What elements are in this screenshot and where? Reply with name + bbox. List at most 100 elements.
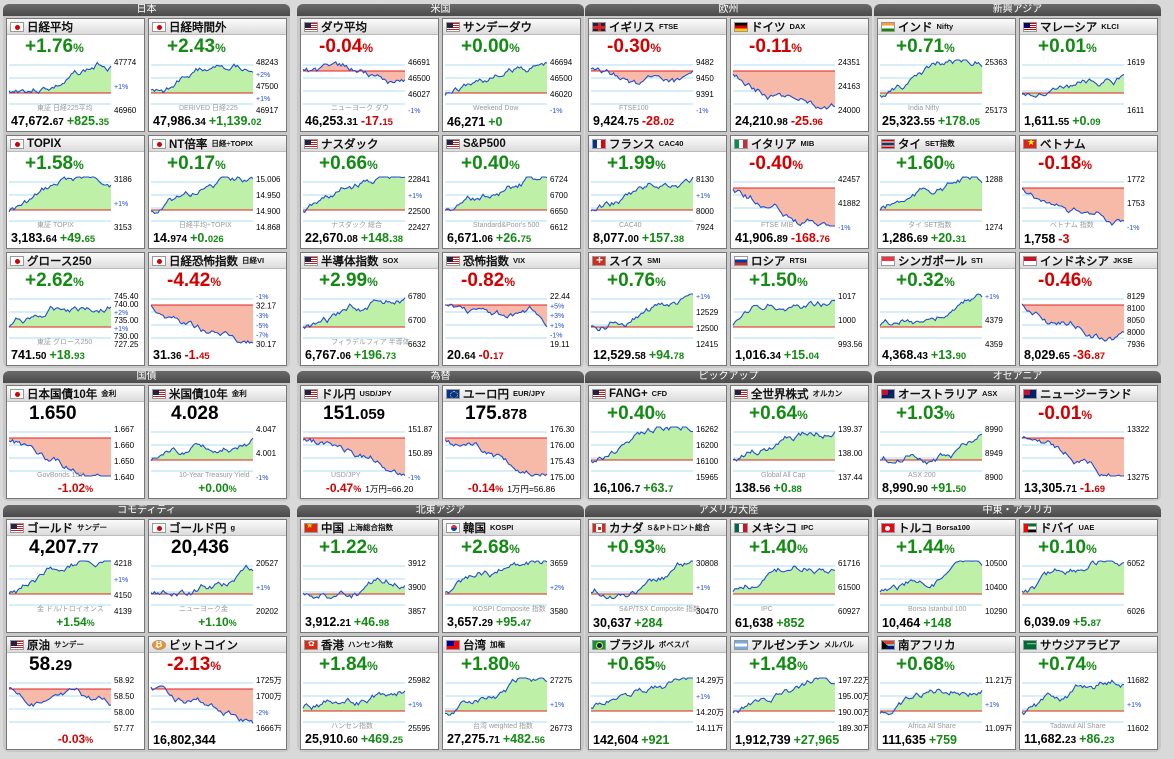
market-card[interactable]: ゴールド円 g 20,436 ニューヨーク金 20527 +1% 20202 +1.10% [148,519,287,633]
market-card[interactable]: 半導体指数 SOX +2.99% フィラデルフィア 半導体 6780 6700 6632 6,… [300,252,439,366]
market-card[interactable]: ナスダック +0.66% ナスダック 総合 22841 +1% 22500 22427 22,… [300,135,439,249]
market-card[interactable]: インドネシア JKSE -0.46% 8129 8100 8050 8000 7936 8,02… [1019,252,1158,366]
market-card[interactable]: オーストラリア ASX +1.03% ASX 200 8990 8949 8900 8,990… [877,385,1016,499]
chart-area [9,438,111,476]
card-subtitle: CFD [651,389,668,398]
current-value: 151.059 [323,403,386,424]
market-card[interactable]: サンデーダウ +0.00% Weekend Dow 46694 46500 46020 -1… [442,18,581,132]
flag-icon [10,255,24,266]
market-card[interactable]: カナダ S＆Pトロント総合 +0.93% S&P/TSX Composite 指数 30… [588,519,727,633]
market-card[interactable]: 原油 サンデー 58.29 58.92 58.50 58.00 57.77 -0.03% [6,636,145,750]
card-title: ドバイ [1040,522,1075,535]
market-card[interactable]: FANG+ CFD +0.40% 16262 16200 16100 15965 16,106… [588,385,727,499]
market-card[interactable]: ドバイ UAE +0.10% 6052 6026 6,039.09 +5.87 [1019,519,1158,633]
chart-area [880,561,982,594]
market-card[interactable]: 韓国 KOSPI +2.68% KOSPI Composite 指数 3659 +2% 35… [442,519,581,633]
change-percent: +2.43% [167,36,226,57]
market-card[interactable]: フランス CAC40 +1.99% CAC40 8130 +1% 8000 7924 8,077… [588,135,727,249]
chart-area [9,687,111,707]
change-amount: +178.05 [937,114,981,128]
market-card[interactable]: スイスSMI+0.76%+1%12529125001241512,529.58+… [588,252,727,366]
price-line [1021,436,1124,477]
price-line [1021,188,1125,226]
market-card[interactable]: TOPIX +1.58% 東証 TOPIX 3186 +1% 3153 3,183.64 +4… [6,135,145,249]
market-card[interactable]: マレーシア KLCI +0.01% 1619 1611 1,611.55 +0.09 [1019,18,1158,132]
market-card[interactable]: 香港ハンセン指数+1.84%ハンセン指数25982+1%2559525,910.… [300,636,439,750]
market-card[interactable]: ニュージーランド -0.01% 13322 13275 13,305.71 -1.69 [1019,385,1158,499]
change-amount: +86.23 [1079,732,1115,746]
market-card[interactable]: 台湾 加権 +1.80% 台湾 weighted 指数 27275 +1% 26773 27,… [442,636,581,750]
market-card[interactable]: ドル円 USD/JPY 151.059 USD/JPY 151.87 150.89 -1% -… [300,385,439,499]
card-title: ブラジル [609,639,655,652]
market-card[interactable]: ロシア RTSI +1.50% 1017 1000 993.56 1,016.34 +15.0… [730,252,869,366]
current-value: 4.028 [171,403,219,424]
price-line-text: 27,275.71 +482.56 [447,732,546,746]
market-card[interactable]: サウジアラビア +0.74% Tadawul All Share 11682 +1% 11… [1019,636,1158,750]
market-card[interactable]: メキシコ IPC +1.40% IPC 61716 61500 60927 61,638 +85… [730,519,869,633]
card-title: 米国債10年 [169,388,228,401]
market-card[interactable]: 日経平均 +1.76% 東証 日経225平均 47774 +1% 46960 47,672.… [6,18,145,132]
market-card[interactable]: 恐怖指数 VIX -0.82% 22.44 +5% +3% +1% -1% 19.11 20.64… [442,252,581,366]
market-card[interactable]: トルコ Borsa100 +1.44% Borsa Istanbul 100 10500… [877,519,1016,633]
chart-watermark: ASX 200 [908,472,936,479]
axis-tick-label: 3857 [408,607,426,614]
card-title: マレーシア [1040,21,1098,34]
axis-tick-label: -1% [838,225,850,230]
market-card[interactable]: グロース250 +2.62% 東証 グロース250 745.40 740.00 +2% 73… [6,252,145,366]
flag-icon [304,388,318,399]
market-card[interactable]: アルゼンチン メルバル +1.48% 197.22万 195.00万 190.00万 189… [730,636,869,750]
card-header: NT倍率 日経÷TOPIX [149,136,286,152]
market-card[interactable]: シンガポール STI +0.32% +1% 4379 4359 4,368.43 +13.90 [877,252,1016,366]
axis-tick-label: 4.001 [256,449,277,458]
axis-tick-label: 745.40 [114,292,139,301]
market-card[interactable]: イギリス FTSE -0.30% FTSE100 9482 9450 9391 -1% 9,42… [588,18,727,132]
flag-icon [304,21,318,32]
market-card[interactable]: ベトナム -0.18% ベトナム 指数 1772 1753 -1% 1,758-3 [1019,135,1158,249]
chart-watermark: USD/JPY [331,472,361,479]
market-card[interactable]: 南アフリカ +0.68% Africa All Share 11.21万 +1% 11.0… [877,636,1016,750]
axis-tick-label: 1.660 [114,441,135,450]
axis-tick-label: 16100 [696,457,719,466]
market-card[interactable]: 米国債10年 金利 4.028 10-Year Treasury Yield 4.047… [148,385,287,499]
price-line-text: 16,106.7 +63.7 [593,481,674,495]
market-card[interactable]: インド Nifty +0.71% India Nifty 25363 25173 25,32… [877,18,1016,132]
card-title: ドイツ [751,21,786,34]
group-cards: ドル円 USD/JPY 151.059 USD/JPY 151.87 150.89 -1% -… [297,383,584,501]
market-card[interactable]: 日経時間外 +2.43% DERIVED 日経225 48243 +2% 47500 +1%… [148,18,287,132]
chart-watermark: 東証 日経225平均 [37,103,93,112]
price-line-text: 3,183.64 +49.65 [11,231,96,245]
change-percent: +0.68% [896,654,955,675]
axis-tick-label: +1% [696,193,710,200]
card-title: ゴールド円 [169,522,227,535]
price-line [1021,560,1125,594]
market-card[interactable]: ユーロ円 EUR/JPY 175.878 176.30 176.00 175.43 175.… [442,385,581,499]
price-line [732,677,836,714]
axis-tick-label: 46694 [550,58,573,67]
change-amount: -168.76 [790,231,830,245]
market-card[interactable]: タイ SET指数 +1.60% タイ SET指数 1288 1274 1,286.69 +20… [877,135,1016,249]
change-percent: +0.40% [461,153,520,174]
price-line [590,677,693,710]
change-percent: -0.46% [1038,270,1092,291]
card-subtitle: EUR/JPY [513,389,546,398]
market-card[interactable]: 日経恐怖指数 日経VI -4.42% -1% 32.17 -3% -5% -7% 30.17 31… [148,252,287,366]
axis-tick-label: -3% [256,313,268,320]
change-percent: +0.93% [607,537,666,558]
market-card[interactable]: NT倍率 日経÷TOPIX +0.17% 日経平均÷TOPIX 15.006 14.950… [148,135,287,249]
market-card[interactable]: イタリア MIB -0.40% FTSE MIB 42457 41882 -1% 41,906… [730,135,869,249]
card-subtitle: 金利 [101,389,117,398]
market-card[interactable]: ゴールド サンデー 4,207.77 金 ドル/トロイオンス 4218 +1% 4150 41… [6,519,145,633]
price-line-text: 31.36 -1.45 [153,348,210,362]
market-card[interactable]: 日本国債10年 金利 1.650 GovBonds 10Y 1.667 1.660 1.65… [6,385,145,499]
market-card[interactable]: 全世界株式 オルカン +0.64% Global All Cap 139.37 138.0… [730,385,869,499]
card-title: 南アフリカ [898,639,956,652]
market-card[interactable]: S&P500 +0.40% Standard&Poor's 500 6724 6700 6… [442,135,581,249]
card-header: インドネシア JKSE [1020,253,1157,269]
price-line-text: 25,323.55 +178.05 [882,114,981,128]
market-card[interactable]: ダウ平均 -0.04% ニューヨーク ダウ 46691 46500 46027 -1% 46,… [300,18,439,132]
chart-area [9,306,111,328]
market-card[interactable]: ブラジル ボベスパ +0.65% 14.29万 +1% 14.20万 14.11万 142,6… [588,636,727,750]
market-card[interactable]: ビットコイン -2.13% 1725万 1700万 -2% 1666万 16,802,344 [148,636,287,750]
market-card[interactable]: ドイツ DAX -0.11% 24351 24163 24000 24,210.98 -25.… [730,18,869,132]
